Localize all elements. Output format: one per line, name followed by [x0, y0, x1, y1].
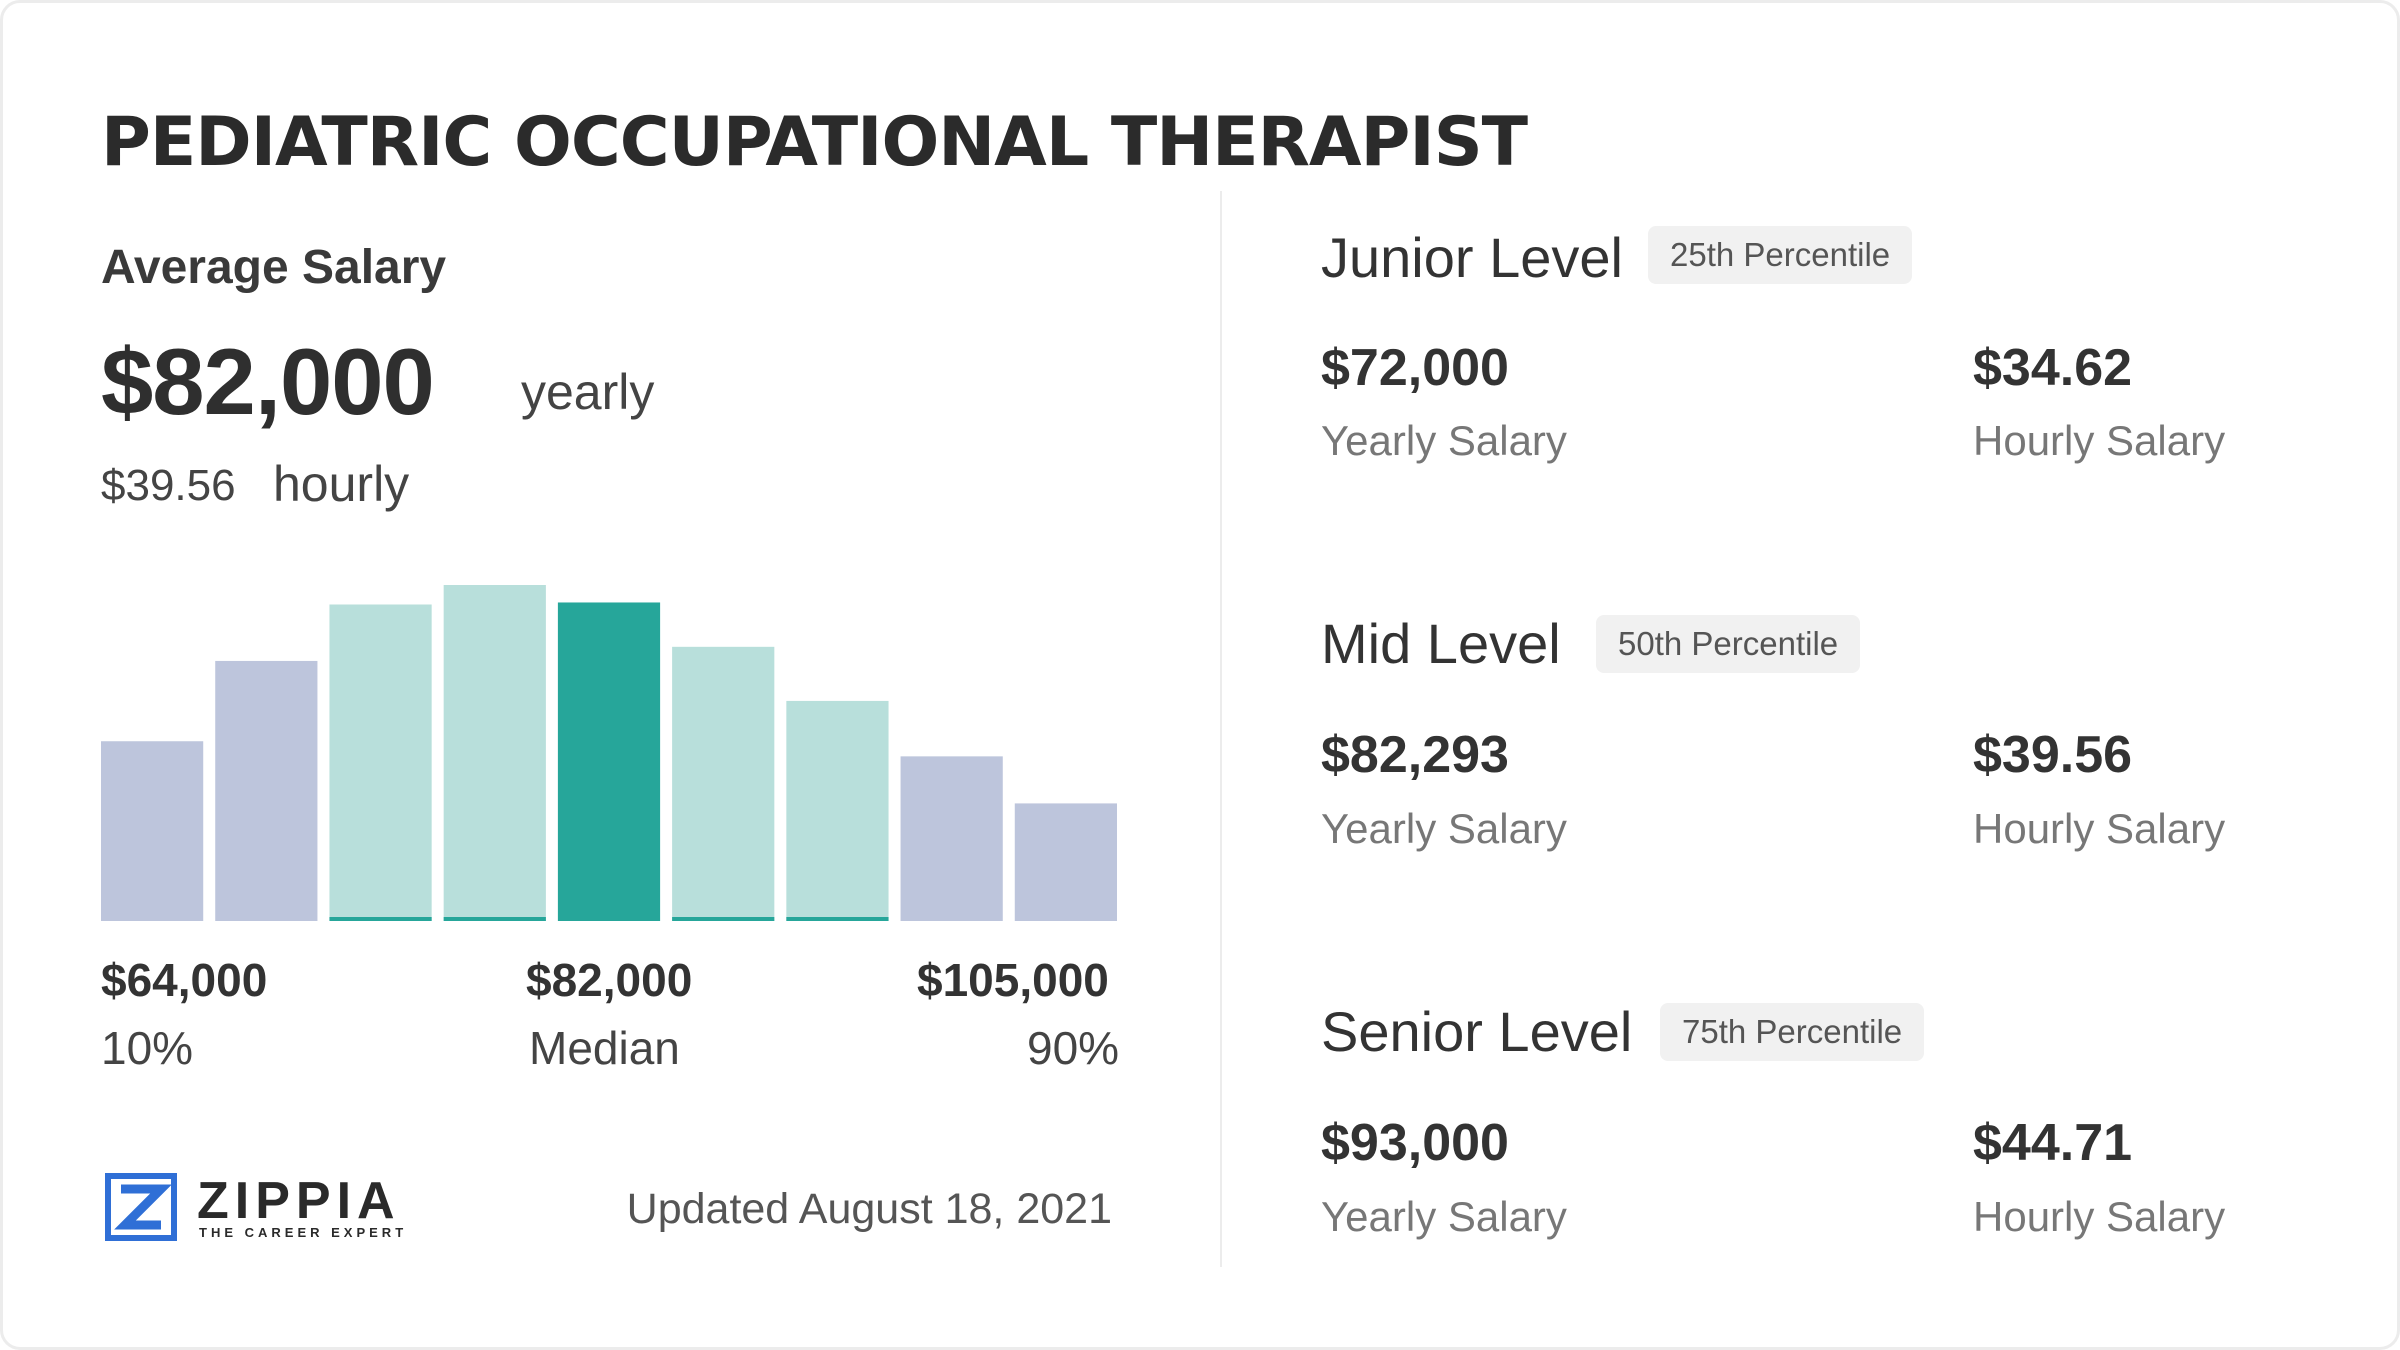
senior-hourly-salary: $44.71: [1973, 1114, 2133, 1172]
mid-percentile-badge: 50th Percentile: [1596, 615, 1861, 673]
average-yearly-salary: $82,000: [101, 329, 435, 434]
histogram-bar-5: [557, 602, 661, 921]
page-title: PEDIATRIC OCCUPATIONAL THERAPIST: [101, 103, 1528, 182]
x-label-median-value: $82,000: [526, 954, 693, 1006]
x-label-high-value: $105,000: [917, 954, 1109, 1006]
mid-hourly-label: Hourly Salary: [1973, 805, 2226, 852]
mid-hourly-salary: $39.56: [1973, 726, 2133, 784]
histogram-bar-4: [443, 585, 546, 921]
histogram-bar-base-4: [443, 917, 546, 921]
histogram-bar-base-6: [672, 917, 775, 921]
senior-yearly-salary: $93,000: [1321, 1114, 1509, 1172]
histogram-bar-3: [329, 604, 432, 921]
histogram-bar-base-3: [329, 917, 432, 921]
senior-level-title: Senior Level: [1321, 1000, 1633, 1063]
x-label-low-value: $64,000: [101, 954, 268, 1006]
average-hourly-salary: $39.56: [101, 461, 236, 510]
junior-percentile-badge: 25th Percentile: [1648, 226, 1913, 284]
x-label-high-percentile: 90%: [1027, 1022, 1120, 1074]
histogram-bar-1: [101, 741, 204, 921]
zippia-logo-icon: [105, 1173, 177, 1241]
senior-percentile-badge: 75th Percentile: [1660, 1003, 1925, 1061]
junior-yearly-label: Yearly Salary: [1321, 417, 1567, 464]
mid-yearly-salary: $82,293: [1321, 726, 1509, 784]
updated-date: Updated August 18, 2021: [626, 1185, 1112, 1233]
x-label-median-percentile: Median: [529, 1022, 680, 1074]
junior-yearly-salary: $72,000: [1321, 339, 1509, 397]
junior-level-title: Junior Level: [1321, 226, 1623, 289]
average-salary-label: Average Salary: [101, 241, 447, 294]
junior-hourly-label: Hourly Salary: [1973, 417, 2226, 464]
mid-yearly-label: Yearly Salary: [1321, 805, 1567, 852]
average-hourly-unit: hourly: [273, 456, 410, 512]
column-divider: [1220, 191, 1222, 1267]
senior-hourly-label: Hourly Salary: [1973, 1193, 2226, 1240]
histogram-bar-7: [786, 700, 889, 921]
junior-hourly-salary: $34.62: [1973, 339, 2133, 397]
histogram-bar-6: [672, 646, 775, 921]
logo-wordmark: ZIPPIA: [197, 1172, 401, 1230]
histogram-bar-base-7: [786, 917, 889, 921]
senior-yearly-label: Yearly Salary: [1321, 1193, 1567, 1240]
histogram-bar-9: [1014, 803, 1117, 921]
histogram-bar-8: [900, 756, 1003, 921]
histogram-bar-2: [215, 660, 318, 921]
average-yearly-unit: yearly: [521, 364, 655, 420]
salary-histogram: [101, 585, 1117, 921]
x-label-low-percentile: 10%: [101, 1022, 194, 1074]
logo-tagline: THE CAREER EXPERT: [199, 1225, 408, 1240]
mid-level-title: Mid Level: [1321, 612, 1561, 675]
